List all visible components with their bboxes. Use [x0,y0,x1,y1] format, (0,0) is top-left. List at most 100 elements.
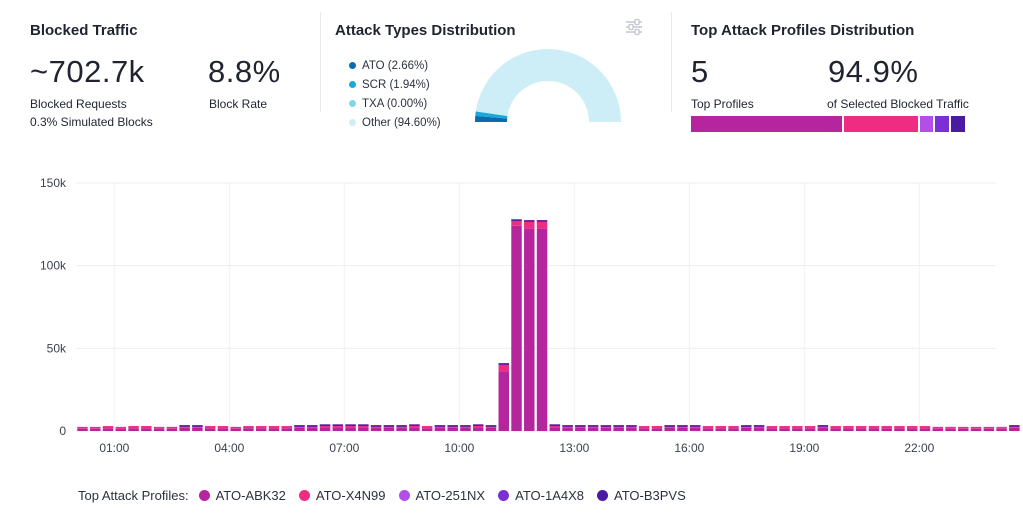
bar-segment-ato-abk32 [166,428,178,431]
x-tick-label: 16:00 [674,441,704,455]
bar-segment-ato-abk32 [383,427,395,431]
top-profiles-title: Top Attack Profiles Distribution [691,22,915,39]
bar-segment-ato-x4n99 [268,426,280,429]
x-tick-label: 10:00 [444,441,474,455]
legend-dot [398,490,410,501]
block-rate-label: Block Rate [209,97,268,111]
bar-segment-ato-b3pvs [562,425,573,427]
legend-item-ato: ATO (2.66%) [349,56,441,75]
bar-segment-ato-b3pvs [664,425,675,427]
bar-segment-ato-abk32 [894,428,905,431]
card-divider [671,12,672,112]
legend-label-other: Other (94.60%) [362,116,441,129]
legend-label-txa: TXA (0.00%) [362,97,428,110]
x-tick-label: 01:00 [99,441,129,455]
profiles-distribution-bar [691,116,967,132]
bar-segment-ato-x4n99 [792,426,803,429]
bar-segment-ato-abk32 [204,428,216,431]
legend-item-ato-1a4x8[interactable]: ATO-1A4X8 [498,488,584,503]
y-tick-label: 150k [40,176,67,190]
bar-segment-ato-abk32 [498,371,509,431]
donut-slice-scr [475,111,508,119]
legend-title: Top Attack Profiles: [78,488,189,503]
legend-item-txa: TXA (0.00%) [349,94,441,113]
legend-item-ato-b3pvs[interactable]: ATO-B3PVS [597,488,686,503]
block-rate-value: 8.8% [208,54,281,89]
bar-segment-ato-abk32 [562,427,573,431]
legend-label-ato: ATO (2.66%) [362,59,429,72]
bar-segment-ato-b3pvs [536,220,548,222]
bar-segment-ato-abk32 [102,428,114,431]
bar-segment-ato-abk32 [281,428,292,431]
bar-segment-ato-x4n99 [166,426,178,429]
bar-segment-ato-x4n99 [255,426,267,429]
bar-segment-ato-x4n99 [881,426,892,429]
legend-label: ATO-251NX [415,488,486,503]
bar-segment-ato-abk32 [115,428,127,431]
bar-segment-ato-abk32 [664,427,675,431]
top-profiles-label: Top Profiles [691,97,754,111]
legend-dot-scr [349,81,356,88]
profile-segment-ato-b3pvs [950,116,965,132]
bar-segment-ato-x4n99 [779,426,790,429]
bar-segment-ato-b3pvs [370,425,382,427]
bar-segment-ato-abk32 [192,427,203,431]
bar-segment-ato-x4n99 [983,426,995,429]
bar-segment-ato-abk32 [958,428,969,431]
bar-segment-ato-abk32 [907,428,918,431]
donut-slice-ato [475,115,508,122]
blocked-traffic-title: Blocked Traffic [30,22,138,39]
bar-segment-ato-x4n99 [102,426,114,429]
blocked-traffic-chart: 01:00 04:00 07:00 10:00 13:00 16:00 19:00 22:00… [40,176,1020,455]
legend-dot [198,490,210,501]
bar-segment-ato-b3pvs [358,424,369,426]
bar-segment-ato-x4n99 [511,219,522,226]
attack-types-title: Attack Types Distribution [335,22,516,39]
bar-segment-ato-abk32 [881,428,892,431]
bar-segment-ato-b3pvs [485,425,497,427]
bar-segment-ato-b3pvs [587,425,599,427]
bar-segment-ato-b3pvs [409,424,420,426]
bar-segment-ato-b3pvs [460,425,471,427]
legend-label-scr: SCR (1.94%) [362,78,430,91]
profile-segment-ato-251nx [919,116,934,132]
bar-segment-ato-x4n99 [128,426,139,429]
sliders-icon[interactable] [624,18,644,36]
bar-segment-ato-x4n99 [804,426,816,429]
bar-segment-ato-abk32 [434,427,446,431]
bar-segment-ato-abk32 [268,428,280,431]
card-divider [320,12,321,112]
bar-segment-ato-abk32 [358,427,369,431]
bar-segment-ato-abk32 [830,428,841,431]
bar-segment-ato-abk32 [689,427,701,431]
bar-segment-ato-abk32 [511,225,522,431]
legend-item-ato-251nx[interactable]: ATO-251NX [398,488,486,503]
bar-segment-ato-b3pvs [179,425,190,427]
bar-segment-ato-x4n99 [766,426,778,429]
bar-segment-ato-abk32 [638,428,650,431]
bar-segment-ato-abk32 [932,428,943,431]
bar-segment-ato-abk32 [345,427,356,431]
bar-segment-ato-b3pvs [613,425,624,427]
legend-dot-ato [349,62,356,69]
bar-segment-ato-x4n99 [230,426,241,429]
chart-legend: Top Attack Profiles: ATO-ABK32 ATO-X4N99… [78,488,699,503]
bar-segment-ato-b3pvs [294,425,305,427]
bar-segment-ato-x4n99 [715,426,726,429]
bar-segment-ato-abk32 [855,428,867,431]
x-tick-label: 07:00 [329,441,359,455]
bar-segment-ato-abk32 [77,428,88,431]
legend-item-ato-x4n99[interactable]: ATO-X4N99 [298,488,386,503]
bar-segment-ato-abk32 [90,428,101,431]
bar-segment-ato-abk32 [294,427,305,431]
bar-segment-ato-x4n99 [945,426,956,429]
attack-types-legend: ATO (2.66%) SCR (1.94%) TXA (0.00%) Othe… [349,56,441,132]
bar-segment-ato-abk32 [587,427,599,431]
legend-item-ato-abk32[interactable]: ATO-ABK32 [198,488,286,503]
bar-segment-ato-b3pvs [511,219,522,221]
bar-segment-ato-b3pvs [396,425,407,427]
bar-segment-ato-abk32 [626,427,637,431]
bar-segment-ato-b3pvs [498,363,509,365]
bar-segment-ato-b3pvs [549,424,561,426]
bar-segment-ato-abk32 [217,428,229,431]
